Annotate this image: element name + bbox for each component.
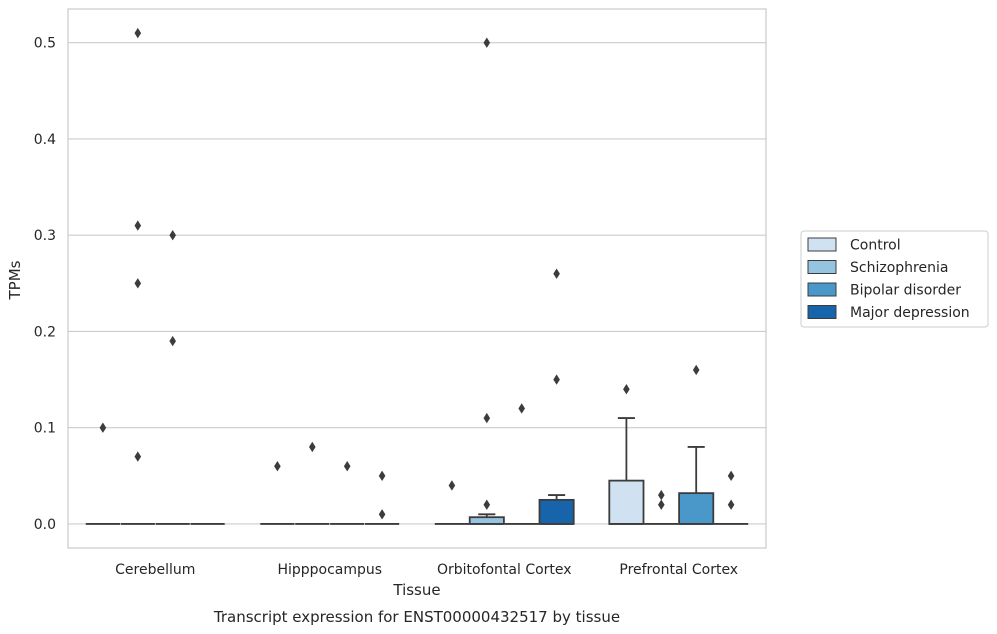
box-major-depression [538,268,575,525]
box-body [678,492,715,525]
outlier-point [134,27,142,39]
x-tick-label: Prefrontal Cortex [619,562,738,578]
outlier-point [274,460,281,472]
legend-frame [800,230,989,328]
y-tick-label: 0.1 [34,421,56,437]
outlier-point [518,403,525,414]
y-tick-label: 0.4 [34,132,56,148]
box-bipolar-disorder [155,229,190,525]
box-control [260,460,295,525]
outlier-point [134,278,142,289]
legend-swatch [807,305,837,319]
outlier-point [483,37,491,48]
legend-label: Bipolar disorder [850,283,961,299]
outlier-point [378,509,386,520]
legend-swatch [807,237,837,252]
legend-label: Control [850,238,901,254]
outlier-point [483,499,491,510]
outlier-point [134,451,142,462]
x-tick-label: Orbitofontal Cortex [437,562,572,578]
box-plot-area [85,27,749,525]
legend-swatch [807,260,837,274]
box-major-depression [364,470,400,525]
plot-frame [67,8,767,549]
x-axis-label: Tissue [392,581,440,599]
outlier-point [483,412,491,424]
outlier-point [692,364,700,376]
outlier-point [99,422,107,433]
outlier-point [553,374,560,385]
y-tick-label: 0.2 [34,324,56,340]
x-tick-label: Hipppocampus [277,562,382,578]
outlier-point [378,470,386,482]
y-axis-ticks: 0.0 0.1 0.2 0.3 0.4 0.5 [34,36,56,533]
legend-swatch [807,282,837,297]
x-tick-label: Cerebellum [115,562,195,578]
outlier-point [448,480,456,491]
grid-lines [68,42,766,525]
outlier-point [343,460,351,472]
legend-label: Schizophrenia [850,260,948,276]
y-tick-label: 0.3 [34,228,56,244]
legend-label: Major depression [850,305,970,321]
box-body [468,516,505,525]
outlier-point [658,499,665,510]
y-tick-label: 0.5 [34,36,56,52]
box-body [608,479,645,525]
outlier-point [623,383,630,395]
box-control [434,480,470,525]
outlier-point [658,489,665,501]
outlier-point [169,335,176,347]
outlier-point [309,441,316,453]
box-control [85,422,121,525]
box-schizophrenia [468,37,505,525]
box-control [608,383,645,525]
box-bipolar-disorder [330,460,365,525]
y-axis-label: TPMs [6,260,24,300]
y-tick-label: 0.0 [34,517,56,533]
outlier-point [134,220,142,231]
x-axis-ticks: Cerebellum Hipppocampus Orbitofontal Corte… [115,562,738,578]
legend: Control Schizophrenia Bipolar disorder Majo… [800,230,989,328]
outlier-point [553,268,560,279]
outlier-point [727,499,735,510]
box-schizophrenia [295,441,330,525]
outlier-point [727,470,735,482]
box-bipolar-disorder [504,403,539,525]
outlier-point [169,229,176,241]
box-body [538,498,575,525]
box-schizophrenia [644,489,679,525]
chart-caption: Transcript expression for ENST0000043251… [213,608,620,626]
box-bipolar-disorder [678,364,715,525]
box-schizophrenia [120,27,155,525]
box-major-depression [713,470,749,525]
